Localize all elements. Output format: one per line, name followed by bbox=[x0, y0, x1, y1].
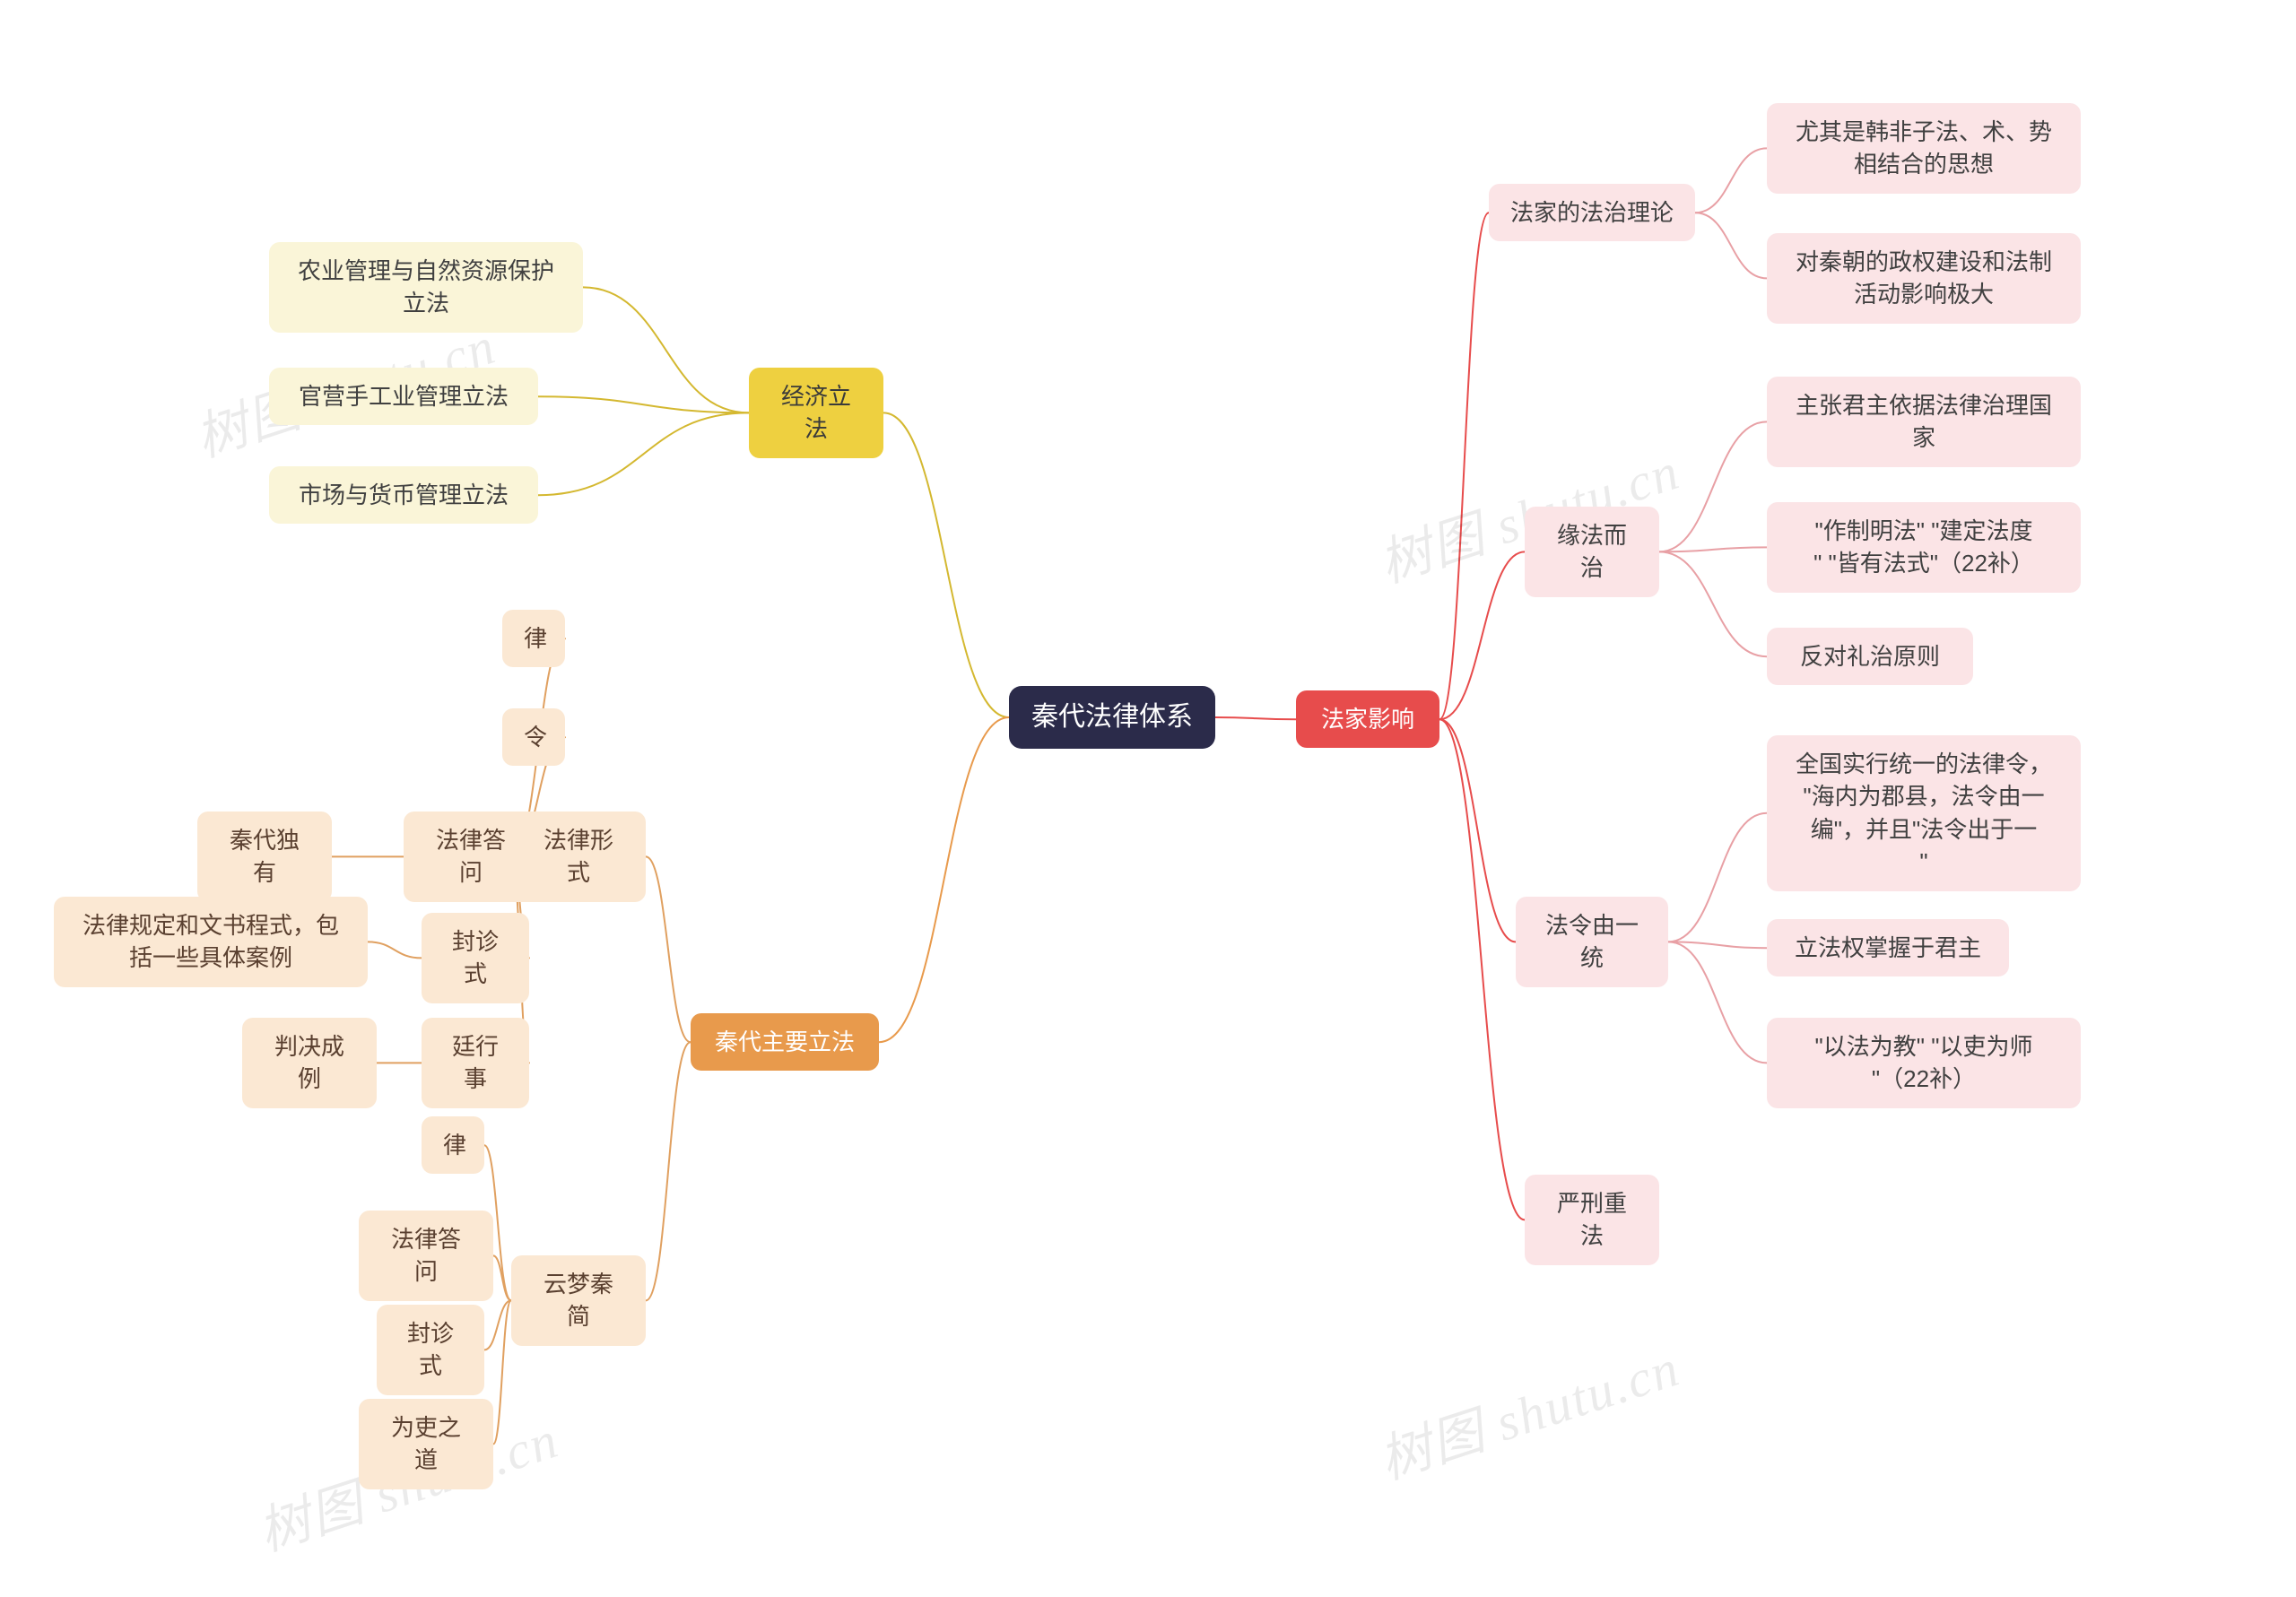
node-ymqj_fz[interactable]: 封诊式 bbox=[377, 1305, 484, 1395]
node-faling_b[interactable]: 立法权掌握于君主 bbox=[1767, 919, 2009, 976]
edge-yuanfa-to-yuanfa_a bbox=[1659, 421, 1767, 551]
node-jj_b[interactable]: 官营手工业管理立法 bbox=[269, 368, 538, 425]
edge-faling-to-faling_a bbox=[1668, 813, 1767, 942]
node-yuanfa_a[interactable]: 主张君主依据法律治理国 家 bbox=[1767, 377, 2081, 467]
edge-root-to-jingji bbox=[883, 412, 1009, 717]
edge-faling-to-faling_c bbox=[1668, 942, 1767, 1063]
node-ymqj_wl[interactable]: 为吏之道 bbox=[359, 1399, 493, 1489]
node-flxs_lu[interactable]: 律 bbox=[502, 610, 565, 667]
node-ymqj_lu[interactable]: 律 bbox=[422, 1116, 484, 1174]
edge-yuanfa-to-yuanfa_b bbox=[1659, 547, 1767, 551]
edge-zhuyao-to-ymqj bbox=[646, 1042, 691, 1300]
node-flxs_tx[interactable]: 廷行事 bbox=[422, 1018, 529, 1108]
edge-jingji-to-jj_b bbox=[538, 396, 749, 412]
node-root[interactable]: 秦代法律体系 bbox=[1009, 686, 1215, 749]
edge-flxs_fz-to-flxs_fz_n bbox=[368, 942, 422, 958]
edge-fazhi-to-fazhi_b bbox=[1695, 213, 1767, 278]
edge-ymqj-to-ymqj_dw bbox=[493, 1255, 511, 1300]
node-flxs_fz[interactable]: 封诊式 bbox=[422, 913, 529, 1003]
node-fazhi_b[interactable]: 对秦朝的政权建设和法制 活动影响极大 bbox=[1767, 233, 2081, 324]
node-flxs_tx_n[interactable]: 判决成例 bbox=[242, 1018, 377, 1108]
node-ymqj[interactable]: 云梦秦简 bbox=[511, 1255, 646, 1346]
edge-jingji-to-jj_a bbox=[583, 287, 749, 412]
edge-faling-to-faling_b bbox=[1668, 942, 1767, 948]
node-fajia[interactable]: 法家影响 bbox=[1296, 690, 1439, 748]
edge-fajia-to-fazhi bbox=[1439, 213, 1489, 719]
node-ymqj_dw[interactable]: 法律答问 bbox=[359, 1211, 493, 1301]
node-faling_a[interactable]: 全国实行统一的法律令， "海内为郡县，法令由一 编"，并且"法令出于一 " bbox=[1767, 735, 2081, 891]
edge-yuanfa-to-yuanfa_c bbox=[1659, 551, 1767, 656]
node-yanxing[interactable]: 严刑重法 bbox=[1525, 1175, 1659, 1265]
node-flxs_dw_n[interactable]: 秦代独有 bbox=[197, 812, 332, 902]
node-zhuyao[interactable]: 秦代主要立法 bbox=[691, 1013, 879, 1071]
edge-ymqj-to-ymqj_wl bbox=[493, 1300, 511, 1444]
node-jingji[interactable]: 经济立法 bbox=[749, 368, 883, 458]
edge-fajia-to-faling bbox=[1439, 719, 1516, 942]
node-yuanfa_c[interactable]: 反对礼治原则 bbox=[1767, 628, 1973, 685]
node-faling_c[interactable]: "以法为教" "以吏为师 "（22补） bbox=[1767, 1018, 2081, 1108]
edge-root-to-zhuyao bbox=[879, 717, 1009, 1042]
node-fazhi_a[interactable]: 尤其是韩非子法、术、势 相结合的思想 bbox=[1767, 103, 2081, 194]
node-fazhi[interactable]: 法家的法治理论 bbox=[1489, 184, 1695, 241]
mindmap-canvas: 树图 shutu.cn树图 shutu.cn树图 shutu.cn树图 shut… bbox=[0, 0, 2296, 1597]
edge-fajia-to-yanxing bbox=[1439, 719, 1525, 1219]
edge-fazhi-to-fazhi_a bbox=[1695, 148, 1767, 213]
edge-fajia-to-yuanfa bbox=[1439, 551, 1525, 719]
node-jj_a[interactable]: 农业管理与自然资源保护 立法 bbox=[269, 242, 583, 333]
node-flxs_ling[interactable]: 令 bbox=[502, 708, 565, 766]
node-jj_c[interactable]: 市场与货币管理立法 bbox=[269, 466, 538, 524]
edge-jingji-to-jj_c bbox=[538, 412, 749, 495]
edge-ymqj-to-ymqj_fz bbox=[484, 1300, 511, 1350]
node-faling[interactable]: 法令由一统 bbox=[1516, 897, 1668, 987]
edge-zhuyao-to-flxs bbox=[646, 856, 691, 1042]
edge-root-to-fajia bbox=[1215, 717, 1296, 719]
node-flxs_dw[interactable]: 法律答问 bbox=[404, 812, 538, 902]
node-yuanfa[interactable]: 缘法而治 bbox=[1525, 507, 1659, 597]
node-flxs_fz_n[interactable]: 法律规定和文书程式，包 括一些具体案例 bbox=[54, 897, 368, 987]
node-yuanfa_b[interactable]: "作制明法" "建定法度 " "皆有法式"（22补） bbox=[1767, 502, 2081, 593]
watermark: 树图 shutu.cn bbox=[1369, 1325, 1688, 1493]
